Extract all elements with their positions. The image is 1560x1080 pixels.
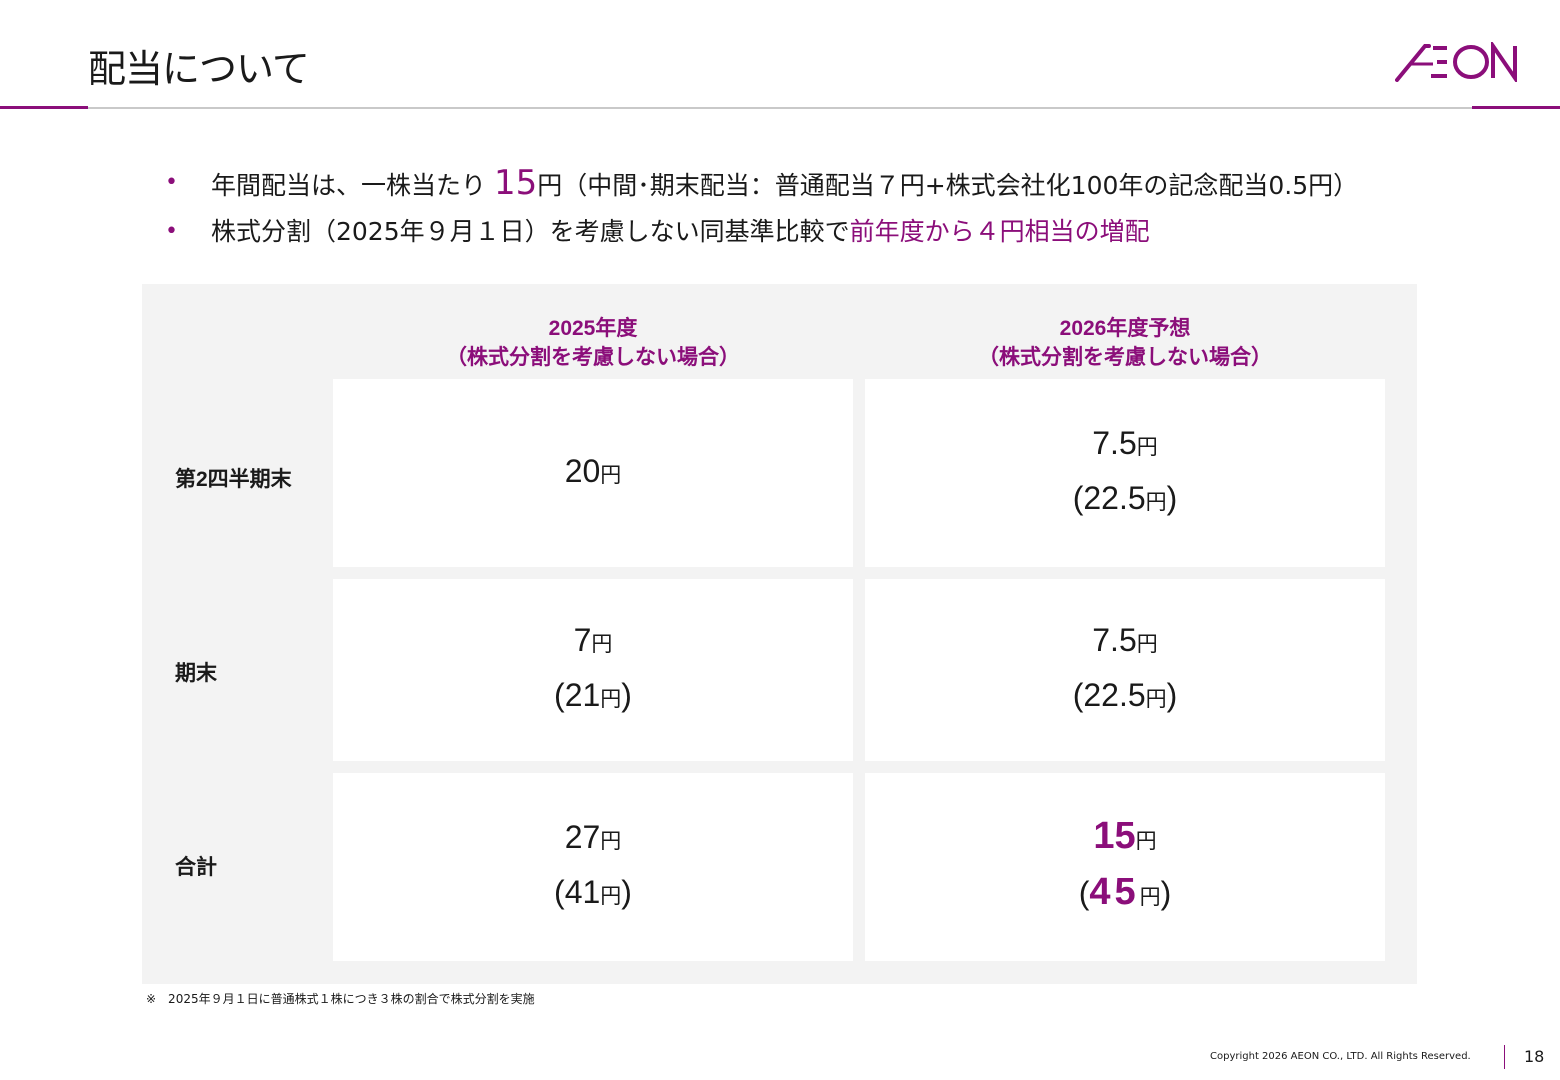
footnote: ※ 2025年９月１日に普通株式１株につき３株の割合で株式分割を実施 xyxy=(146,992,535,1006)
column-header-2026: 2026年度予想 （株式分割を考慮しない場合） xyxy=(865,314,1385,372)
bullet-text: 年間配当は、一株当たり xyxy=(211,171,494,200)
bullet-text: 円（中間･期末配当：普通配当７円+株式会社化100年の記念配当0.5円） xyxy=(537,171,1359,200)
unit: 円 xyxy=(1145,688,1167,711)
header-accent-left xyxy=(0,106,88,109)
value: 20 xyxy=(564,452,601,489)
value: 27 xyxy=(564,819,601,855)
value-line: 20円 xyxy=(565,446,622,501)
value: 7.5 xyxy=(1092,425,1137,461)
unit: 円 xyxy=(600,688,622,711)
bullet-dividend-increase: 株式分割（2025年９月１日）を考慮しない同基準比較で前年度から４円相当の増配 xyxy=(165,209,1358,255)
bullet-annual-dividend: 年間配当は、一株当たり 15円（中間･期末配当：普通配当７円+株式会社化100年… xyxy=(165,160,1358,209)
column-header-year: 2026年度予想 xyxy=(1059,317,1191,340)
unit: 円 xyxy=(1135,830,1157,853)
cell-year-end-2026: 7.5円 (22.5円) xyxy=(865,579,1385,761)
paren-value-line: (22.5円) xyxy=(1072,480,1178,516)
page-number: 18 xyxy=(1524,1047,1545,1066)
paren-value-line: (22.5円) xyxy=(1072,677,1178,713)
unit: 円 xyxy=(1145,491,1167,514)
unit: 円 xyxy=(591,633,613,656)
paren-value-line: (41円) xyxy=(554,874,632,910)
paren-value-line: (21円) xyxy=(554,677,632,713)
paren-value-line: (45円) xyxy=(1078,871,1172,913)
summary-bullets: 年間配当は、一株当たり 15円（中間･期末配当：普通配当７円+株式会社化100年… xyxy=(165,160,1358,255)
cell-q2-2025: 20円 xyxy=(333,379,853,567)
row-label-total: 合計 xyxy=(175,856,217,879)
value-line: 15円 xyxy=(1093,811,1156,867)
column-header-2025: 2025年度 （株式分割を考慮しない場合） xyxy=(333,314,853,372)
cell-q2-2026: 7.5円 (22.5円) xyxy=(865,379,1385,567)
cell-year-end-2025: 7円 (21円) xyxy=(333,579,853,761)
unit: 円 xyxy=(600,885,622,908)
value-highlight: 15 xyxy=(1093,815,1136,857)
unit: 円 xyxy=(600,463,622,487)
row-label-q2: 第2四半期末 xyxy=(175,468,292,491)
page-title: 配当について xyxy=(88,47,310,91)
value-line: 7円 xyxy=(574,615,613,670)
bullet-text: 株式分割（2025年９月１日）を考慮しない同基準比較で xyxy=(211,217,850,246)
value: 7 xyxy=(573,622,592,658)
highlight-text: 前年度から４円相当の増配 xyxy=(849,217,1150,246)
header-accent-right xyxy=(1472,106,1560,109)
paren-value: 22.5 xyxy=(1083,677,1146,713)
paren-value: 41 xyxy=(564,874,601,910)
header-divider xyxy=(0,107,1560,109)
value-line: 7.5円 xyxy=(1092,615,1157,670)
cell-total-2025: 27円 (41円) xyxy=(333,773,853,961)
unit: 円 xyxy=(600,830,622,853)
highlight-value: 15 xyxy=(493,163,538,203)
value-line: 7.5円 xyxy=(1092,418,1157,473)
paren-value: 21 xyxy=(564,677,601,713)
unit: 円 xyxy=(1139,886,1161,909)
unit: 円 xyxy=(1136,633,1158,656)
aeon-logo xyxy=(1395,42,1517,82)
unit: 円 xyxy=(1136,436,1158,459)
column-header-year: 2025年度 xyxy=(548,317,638,340)
paren-value: 22.5 xyxy=(1083,480,1146,516)
column-header-note: （株式分割を考慮しない場合） xyxy=(446,346,740,369)
row-label-year-end: 期末 xyxy=(175,662,217,685)
value: 7.5 xyxy=(1092,622,1137,658)
paren-value-highlight: 45 xyxy=(1089,871,1140,913)
value-line: 27円 xyxy=(565,812,622,867)
copyright: Copyright 2026 AEON CO., LTD. All Rights… xyxy=(1210,1051,1471,1062)
column-header-note: （株式分割を考慮しない場合） xyxy=(978,346,1272,369)
footer-separator xyxy=(1504,1045,1505,1069)
cell-total-2026: 15円 (45円) xyxy=(865,773,1385,961)
